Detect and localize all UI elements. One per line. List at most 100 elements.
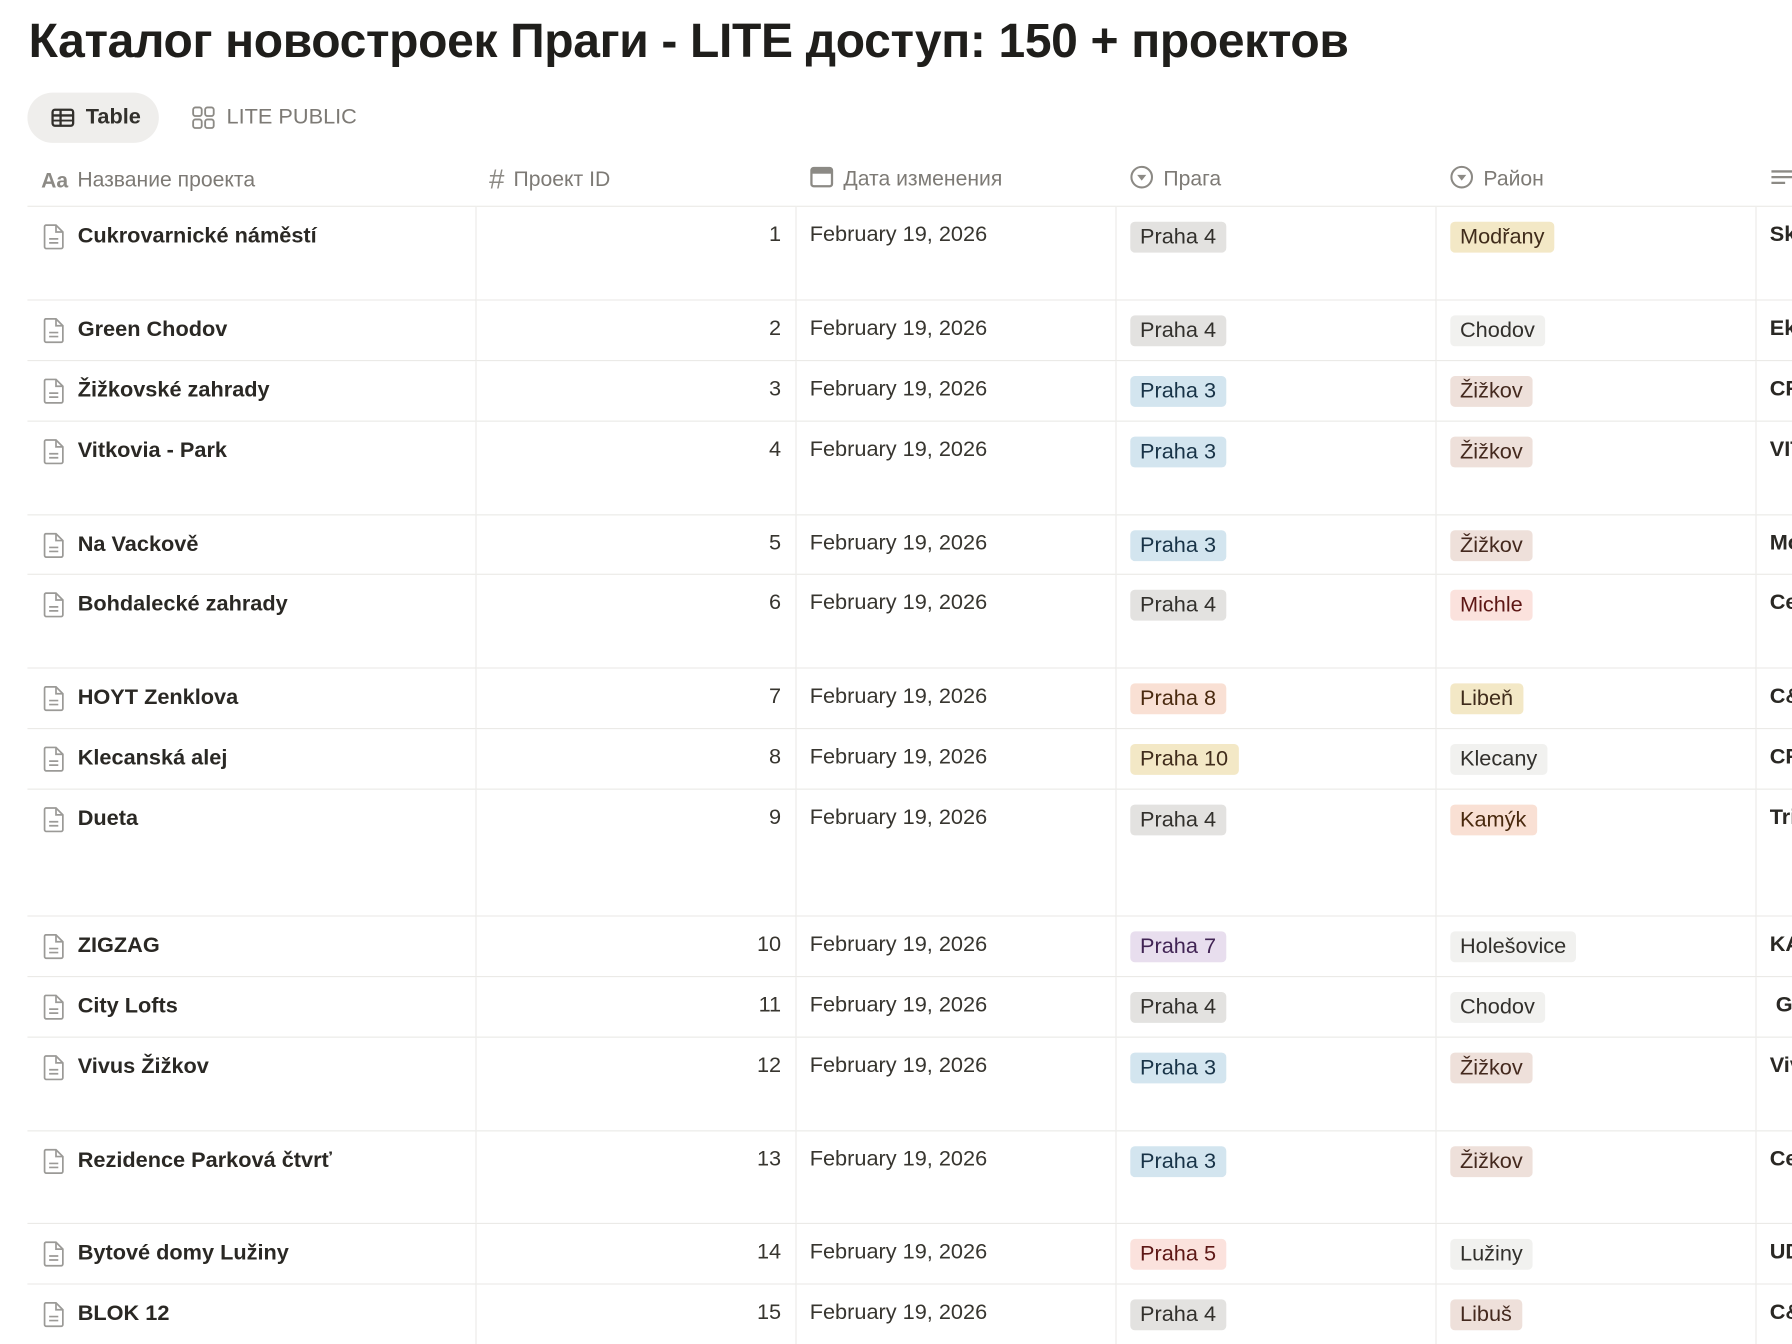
cell-praha[interactable]: Praha 5 [1114, 1223, 1436, 1285]
cell-project-id[interactable]: 4 [474, 421, 796, 516]
cell-praha[interactable]: Praha 3 [1114, 514, 1436, 575]
cell-name[interactable]: Na Vackově [27, 514, 476, 575]
cell-text[interactable]: Ce [1754, 1130, 1792, 1224]
cell-rayon[interactable]: Chodov [1434, 299, 1756, 362]
cell-project-id[interactable]: 3 [474, 360, 796, 422]
table-row[interactable]: Vitkovia - Park 4 February 19, 2026 Prah… [27, 421, 1792, 516]
table-row[interactable]: Rezidence Parková čtvrť 13 February 19, … [27, 1130, 1792, 1224]
cell-project-id[interactable]: 14 [474, 1223, 796, 1285]
cell-project-id[interactable]: 10 [474, 915, 796, 978]
table-row[interactable]: Bohdalecké zahrady 6 February 19, 2026 P… [27, 574, 1792, 669]
cell-rayon[interactable]: Chodov [1434, 976, 1756, 1038]
cell-praha[interactable]: Praha 3 [1114, 1037, 1436, 1132]
cell-rayon[interactable]: Modřany [1434, 206, 1756, 301]
cell-text[interactable]: Ek [1754, 299, 1792, 362]
cell-project-id[interactable]: 12 [474, 1037, 796, 1132]
cell-rayon[interactable]: Žižkov [1434, 360, 1756, 422]
cell-rayon[interactable]: Žižkov [1434, 421, 1756, 516]
cell-text[interactable]: C& [1754, 667, 1792, 730]
cell-project-id[interactable]: 6 [474, 574, 796, 669]
cell-date[interactable]: February 19, 2026 [794, 1037, 1116, 1132]
table-row[interactable]: Žižkovské zahrady 3 February 19, 2026 Pr… [27, 360, 1792, 422]
cell-date[interactable]: February 19, 2026 [794, 1283, 1116, 1344]
cell-rayon[interactable]: Klecany [1434, 728, 1756, 790]
project-name[interactable]: Bohdalecké zahrady [77, 591, 288, 616]
table-row[interactable]: Klecanská alej 8 February 19, 2026 Praha… [27, 728, 1792, 790]
cell-text[interactable]: CF [1754, 728, 1792, 790]
table-row[interactable]: Dueta 9 February 19, 2026 Praha 4 Kamýk … [27, 789, 1792, 917]
table-row[interactable]: BLOK 12 15 February 19, 2026 Praha 4 Lib… [27, 1283, 1792, 1344]
cell-text[interactable]: C& [1754, 1283, 1792, 1344]
project-name[interactable]: Dueta [77, 806, 139, 831]
cell-name[interactable]: Rezidence Parková čtvrť [27, 1130, 476, 1224]
column-header-praha[interactable]: Прага [1115, 154, 1436, 207]
project-name[interactable]: Cukrovarnické náměstí [77, 223, 317, 248]
cell-name[interactable]: BLOK 12 [27, 1283, 476, 1344]
project-name[interactable]: ZIGZAG [77, 933, 160, 958]
cell-rayon[interactable]: Libeň [1434, 667, 1756, 730]
table-row[interactable]: City Lofts 11 February 19, 2026 Praha 4 … [27, 976, 1792, 1038]
table-row[interactable]: Na Vackově 5 February 19, 2026 Praha 3 Ž… [27, 514, 1792, 575]
cell-praha[interactable]: Praha 3 [1114, 421, 1436, 516]
cell-praha[interactable]: Praha 8 [1114, 667, 1436, 730]
cell-date[interactable]: February 19, 2026 [794, 574, 1116, 669]
cell-date[interactable]: February 19, 2026 [794, 360, 1116, 422]
cell-name[interactable]: Bohdalecké zahrady [27, 574, 476, 669]
cell-rayon[interactable]: Žižkov [1434, 514, 1756, 575]
cell-name[interactable]: Vitkovia - Park [27, 421, 476, 516]
cell-praha[interactable]: Praha 4 [1114, 789, 1436, 917]
cell-praha[interactable]: Praha 4 [1114, 299, 1436, 362]
cell-date[interactable]: February 19, 2026 [794, 299, 1116, 362]
cell-name[interactable]: Green Chodov [27, 299, 476, 362]
cell-text[interactable]: VIT [1754, 421, 1792, 516]
cell-praha[interactable]: Praha 4 [1114, 574, 1436, 669]
cell-date[interactable]: February 19, 2026 [794, 789, 1116, 917]
project-name[interactable]: Vitkovia - Park [77, 438, 227, 463]
cell-name[interactable]: Dueta [27, 789, 476, 917]
table-row[interactable]: Cukrovarnické náměstí 1 February 19, 202… [27, 206, 1792, 301]
tab-lite-public-view[interactable]: LITE PUBLIC [168, 93, 375, 143]
cell-date[interactable]: February 19, 2026 [794, 1223, 1116, 1285]
cell-text[interactable]: Mo [1754, 514, 1792, 575]
cell-project-id[interactable]: 13 [474, 1130, 796, 1224]
cell-project-id[interactable]: 5 [474, 514, 796, 575]
project-name[interactable]: Green Chodov [77, 317, 228, 342]
cell-date[interactable]: February 19, 2026 [794, 206, 1116, 301]
cell-name[interactable]: Žižkovské zahrady [27, 360, 476, 422]
cell-name[interactable]: Vivus Žižkov [27, 1037, 476, 1132]
table-row[interactable]: Green Chodov 2 February 19, 2026 Praha 4… [27, 299, 1792, 362]
cell-praha[interactable]: Praha 7 [1114, 915, 1436, 978]
cell-text[interactable]: UD [1754, 1223, 1792, 1285]
project-name[interactable]: BLOK 12 [77, 1301, 170, 1326]
cell-rayon[interactable]: Lužiny [1434, 1223, 1756, 1285]
cell-date[interactable]: February 19, 2026 [794, 976, 1116, 1038]
project-name[interactable]: Vivus Žižkov [77, 1054, 209, 1079]
cell-project-id[interactable]: 9 [474, 789, 796, 917]
cell-praha[interactable]: Praha 4 [1114, 206, 1436, 301]
table-row[interactable]: HOYT Zenklova 7 February 19, 2026 Praha … [27, 667, 1792, 730]
cell-praha[interactable]: Praha 3 [1114, 360, 1436, 422]
cell-rayon[interactable]: Michle [1434, 574, 1756, 669]
project-name[interactable]: Rezidence Parková čtvrť [77, 1148, 332, 1173]
cell-name[interactable]: Cukrovarnické náměstí [27, 206, 476, 301]
cell-date[interactable]: February 19, 2026 [794, 728, 1116, 790]
cell-rayon[interactable]: Žižkov [1434, 1130, 1756, 1224]
cell-project-id[interactable]: 11 [474, 976, 796, 1038]
cell-text[interactable]: KA [1754, 915, 1792, 978]
cell-name[interactable]: Bytové domy Lužiny [27, 1223, 476, 1285]
project-name[interactable]: Žižkovské zahrady [77, 378, 270, 403]
cell-text[interactable]: Ce [1754, 574, 1792, 669]
cell-date[interactable]: February 19, 2026 [794, 421, 1116, 516]
cell-praha[interactable]: Praha 10 [1114, 728, 1436, 790]
tab-table-view[interactable]: Table [27, 92, 160, 143]
cell-rayon[interactable]: Holešovice [1434, 915, 1756, 978]
cell-date[interactable]: February 19, 2026 [794, 514, 1116, 575]
cell-name[interactable]: Klecanská alej [27, 728, 476, 790]
cell-text[interactable]: Sk [1754, 206, 1792, 301]
cell-praha[interactable]: Praha 3 [1114, 1130, 1436, 1224]
cell-text[interactable]: G [1754, 976, 1792, 1038]
project-name[interactable]: City Lofts [77, 994, 178, 1019]
project-name[interactable]: Klecanská alej [77, 746, 228, 771]
cell-name[interactable]: ZIGZAG [27, 915, 476, 978]
cell-name[interactable]: HOYT Zenklova [27, 667, 476, 730]
